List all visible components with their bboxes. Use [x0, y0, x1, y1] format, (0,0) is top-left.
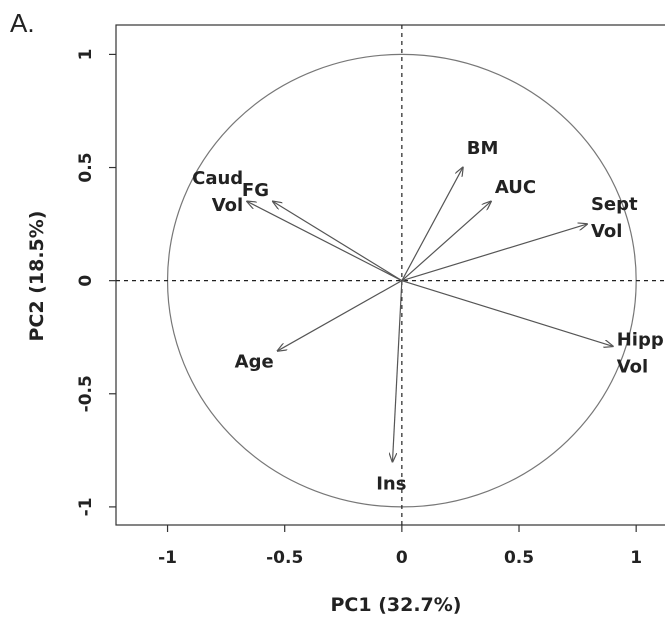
x-tick-label: -1: [158, 548, 177, 568]
vector-label: BM: [467, 138, 499, 159]
y-tick-label: 1: [76, 48, 96, 60]
x-tick-label: 1: [630, 548, 642, 568]
vector-label: Ins: [376, 474, 406, 495]
vector-label: FG: [242, 180, 269, 201]
vector-label: AUC: [495, 177, 536, 198]
vector-label: Vol: [617, 356, 648, 377]
vector-label: Vol: [212, 195, 243, 216]
vector-arrow: [247, 201, 403, 282]
vector-arrow: [401, 280, 613, 347]
vector-label: Age: [235, 352, 274, 373]
vector-label: Sept: [591, 194, 638, 215]
x-tick-label: -0.5: [266, 548, 303, 568]
panel-label: A.: [10, 8, 35, 38]
x-tick-label: 0.5: [504, 548, 534, 568]
vector-arrow: [401, 168, 463, 281]
x-axis-title: PC1 (32.7%): [331, 594, 462, 616]
vector-label: Hipp: [617, 329, 664, 350]
vector-arrow: [273, 201, 403, 282]
y-tick-label: 0: [76, 275, 96, 287]
vector-arrow: [392, 280, 403, 462]
vector-label: Caud: [192, 168, 243, 189]
vector-arrow: [401, 224, 587, 282]
y-tick-label: 0.5: [76, 152, 96, 182]
y-tick-label: -0.5: [76, 375, 96, 412]
vector-arrow: [401, 201, 491, 282]
vector-label: Vol: [591, 221, 622, 242]
vector-arrow: [278, 280, 403, 351]
plot-frame: [115, 24, 665, 526]
y-axis-title: PC2 (18.5%): [26, 211, 48, 342]
x-tick-label: 0: [396, 548, 408, 568]
y-tick-label: -1: [76, 497, 96, 516]
